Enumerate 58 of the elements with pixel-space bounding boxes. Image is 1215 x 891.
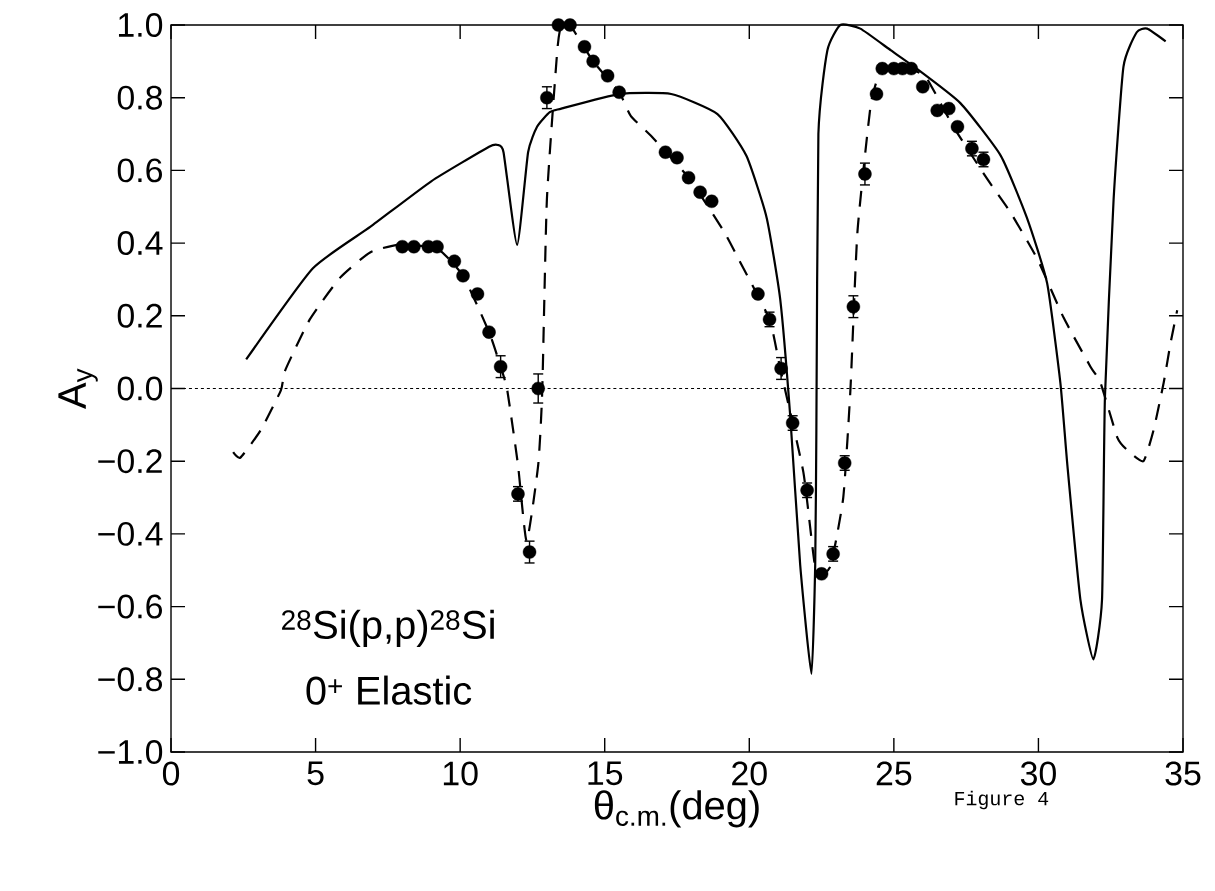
point [456,269,470,283]
point [681,170,696,185]
y-tick-label: −0.8 [98,667,163,692]
point [693,185,707,199]
point [869,87,884,101]
point [577,40,592,54]
point [470,287,485,301]
annotation: 0$^{+}$ Elastic [306,675,472,705]
x-tick-label: 25 [876,761,912,786]
y-tick-label: 0.8 [117,85,163,110]
y-tick-label: 0.6 [117,158,162,183]
point [563,18,577,32]
point [493,359,508,374]
point [395,240,410,254]
y-tick-label: 0.0 [117,376,163,401]
x-tick-label: 0 [162,761,180,786]
point [540,90,554,105]
x-tick-label: 5 [307,761,324,786]
x-tick-label: 30 [1020,761,1056,786]
y-tick-label: −0.4 [98,521,163,546]
point [531,381,545,396]
x-tick-label: 10 [443,761,478,786]
y-tick-label: −1.0 [98,739,163,764]
point [600,69,615,83]
point [942,101,956,116]
point [751,287,765,301]
y-axis-title: A$_{y}$ [58,368,98,409]
point [670,150,684,165]
point [858,167,872,181]
x-tick-label: 35 [1165,761,1201,786]
point [904,61,918,76]
point [875,61,889,76]
point [916,80,930,94]
point [430,240,444,254]
point [407,240,421,254]
point [705,194,719,208]
point [814,567,829,581]
annotation: $^{28}$Si(p,p)$^{28}$Si [282,609,494,647]
x-tick-label: 20 [732,761,767,786]
y-tick-label: 0.2 [117,303,162,328]
y-tick-label: 1.0 [118,12,163,37]
point [950,120,965,134]
point [612,85,626,99]
y-tick-label: −0.2 [98,449,162,474]
caption: Figure 4 [955,790,1049,810]
point [447,254,462,268]
point [930,103,944,118]
point [482,325,496,339]
point [774,361,788,376]
y-tick-label: 0.4 [117,231,163,256]
point [522,545,537,559]
x-axis-title: θ$_{c.m.}$(deg) [594,790,759,828]
point [551,18,566,32]
point [846,299,861,314]
point [658,145,673,159]
point [586,54,600,69]
y-tick-label: −0.6 [98,594,162,619]
x-tick-label: 15 [588,761,623,786]
